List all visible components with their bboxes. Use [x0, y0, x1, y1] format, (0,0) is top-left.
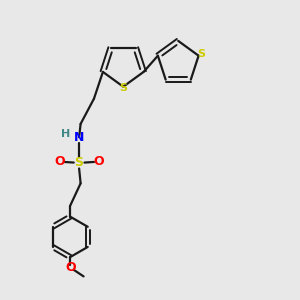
Text: S: S: [75, 156, 84, 169]
Text: H: H: [61, 129, 70, 139]
Text: N: N: [74, 131, 84, 144]
Text: O: O: [65, 261, 76, 274]
Text: S: S: [198, 49, 206, 59]
Text: O: O: [54, 155, 64, 169]
Text: S: S: [119, 83, 127, 93]
Text: O: O: [94, 155, 104, 169]
